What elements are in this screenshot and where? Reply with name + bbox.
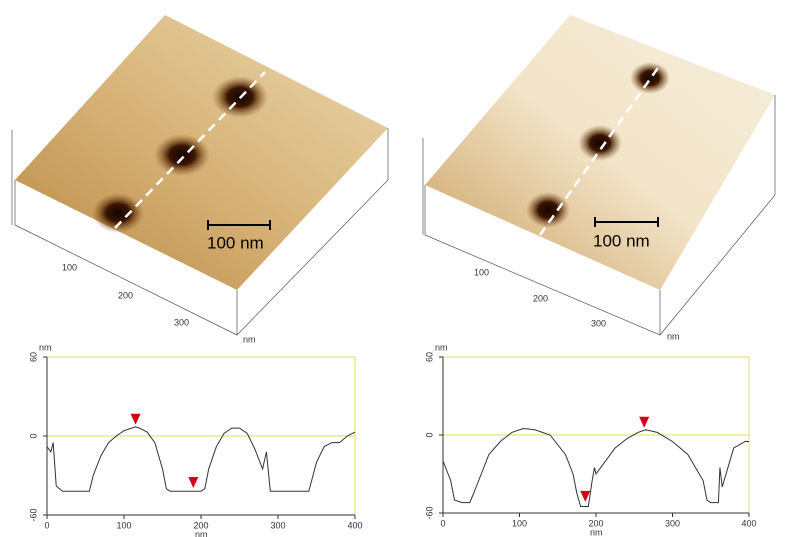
cursor-marker — [188, 476, 199, 488]
y-tick-label: -60 — [424, 506, 434, 519]
cursor-marker — [639, 416, 650, 428]
y-axis-label: nm — [435, 342, 448, 352]
surface-right — [422, 15, 776, 336]
profile-line — [46, 426, 356, 492]
axis-tick: 300 — [591, 318, 606, 328]
x-tick-label: 300 — [270, 520, 285, 530]
x-axis-label: nm — [590, 527, 603, 537]
x-tick-label: 400 — [741, 518, 756, 528]
x-tick-label: 200 — [193, 520, 208, 530]
axis-tick: 300 — [174, 317, 189, 327]
cursor-marker — [580, 490, 591, 502]
y-tick-label: -60 — [28, 508, 38, 521]
x-tick-label: 0 — [440, 518, 445, 528]
axis-unit: nm — [667, 331, 680, 341]
axis-tick: 100 — [474, 267, 489, 277]
scale-bar-label: 100 nm — [207, 233, 264, 252]
x-tick-label: 400 — [347, 520, 362, 530]
axis-tick: 200 — [533, 293, 548, 303]
axis-tick: 200 — [118, 290, 133, 300]
y-axis-label: nm — [39, 342, 52, 352]
y-tick-label: 60 — [424, 352, 434, 362]
profile-line — [442, 427, 749, 507]
y-tick-label: 0 — [424, 432, 434, 437]
y-tick-label: 0 — [28, 433, 38, 438]
scale-bar-label: 100 nm — [593, 231, 650, 250]
axis-tick: 100 — [62, 262, 77, 272]
x-axis-label: nm — [195, 529, 208, 537]
x-tick-label: 0 — [44, 520, 49, 530]
y-tick-label: 60 — [28, 352, 38, 362]
x-tick-label: 100 — [116, 520, 131, 530]
x-tick-label: 200 — [588, 518, 603, 528]
cursor-marker — [130, 413, 141, 425]
x-tick-label: 300 — [665, 518, 680, 528]
x-tick-label: 100 — [512, 518, 527, 528]
surface-left — [11, 15, 389, 336]
axis-unit: nm — [243, 334, 256, 344]
